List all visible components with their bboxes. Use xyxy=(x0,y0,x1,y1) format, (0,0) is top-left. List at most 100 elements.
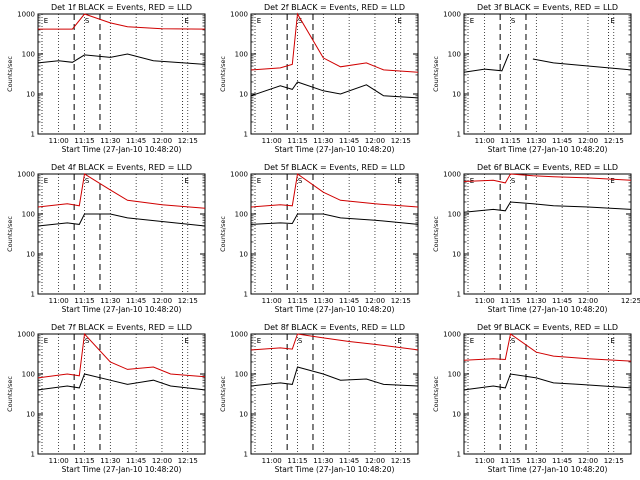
x-tick-label: 11:45 xyxy=(126,297,146,305)
x-axis-label: Start Time (27-Jan-10 10:48:20) xyxy=(62,465,182,474)
y-tick-label: 10 xyxy=(239,91,248,99)
detector-panel-8: Det 8f BLACK = Events, RED = LLD 1 10 100 10… xyxy=(213,320,426,480)
y-tick-label: 1 xyxy=(244,291,248,299)
panel-title: Det 7f BLACK = Events, RED = LLD xyxy=(51,323,192,332)
detector-panel-9: Det 9f BLACK = Events, RED = LLD 1 10 100 10… xyxy=(426,320,639,480)
y-tick-label: 1000 xyxy=(17,171,35,179)
detector-chart-7: Det 7f BLACK = Events, RED = LLD 1 10 100 10… xyxy=(6,323,206,474)
detector-chart-5: Det 5f BLACK = Events, RED = LLD 1 10 100 10… xyxy=(219,163,419,314)
panel-title: Det 8f BLACK = Events, RED = LLD xyxy=(264,323,405,332)
x-axis-label: Start Time (27-Jan-10 10:48:20) xyxy=(488,305,608,314)
y-axis-label: Counts/sec xyxy=(432,56,440,92)
x-tick-label: 12:00 xyxy=(578,297,598,305)
series-line-events xyxy=(250,81,419,99)
plot-frame xyxy=(37,333,206,455)
panel-title: Det 1f BLACK = Events, RED = LLD xyxy=(51,3,192,12)
y-tick-label: 100 xyxy=(235,371,248,379)
x-tick-label: 11:30 xyxy=(100,137,120,145)
x-tick-label: 12:00 xyxy=(152,297,172,305)
y-tick-label: 1 xyxy=(31,291,35,299)
series-line-lld xyxy=(250,173,419,208)
series-line-lld xyxy=(250,12,419,73)
y-tick-label: 10 xyxy=(239,251,248,259)
x-tick-label: 12:15 xyxy=(391,457,411,465)
x-tick-label: 11:15 xyxy=(500,297,520,305)
marker-label: E xyxy=(610,337,614,345)
y-tick-label: 100 xyxy=(235,51,248,59)
marker-label: E xyxy=(397,17,401,25)
panel-title: Det 5f BLACK = Events, RED = LLD xyxy=(264,163,405,172)
x-tick-label: 11:30 xyxy=(313,457,333,465)
detector-chart-8: Det 8f BLACK = Events, RED = LLD 1 10 100 10… xyxy=(219,323,419,474)
x-tick-label: 11:30 xyxy=(526,297,546,305)
y-tick-label: 10 xyxy=(452,91,461,99)
x-tick-label: 11:15 xyxy=(287,137,307,145)
x-tick-label: 11:00 xyxy=(475,137,495,145)
y-tick-label: 1000 xyxy=(443,331,461,339)
x-tick-label: 11:00 xyxy=(262,137,282,145)
x-tick-label: 11:15 xyxy=(74,457,94,465)
series-line-lld xyxy=(463,333,632,362)
x-tick-label: 11:00 xyxy=(49,297,69,305)
x-tick-label: 12:00 xyxy=(365,297,385,305)
x-axis-label: Start Time (27-Jan-10 10:48:20) xyxy=(275,145,395,154)
x-tick-label: 11:30 xyxy=(100,297,120,305)
x-tick-label: 12:00 xyxy=(578,457,598,465)
x-tick-label: 12:15 xyxy=(178,137,198,145)
y-tick-label: 10 xyxy=(239,411,248,419)
series-line-events xyxy=(250,366,419,387)
marker-label: E xyxy=(44,17,48,25)
x-tick-label: 11:15 xyxy=(74,297,94,305)
series-line-lld xyxy=(38,13,206,30)
panel-title: Det 4f BLACK = Events, RED = LLD xyxy=(51,163,192,172)
y-tick-label: 10 xyxy=(26,251,35,259)
x-tick-label: 11:00 xyxy=(475,457,495,465)
x-tick-label: 11:45 xyxy=(339,457,359,465)
y-tick-label: 1000 xyxy=(230,331,248,339)
plot-frame xyxy=(37,13,206,135)
detector-panel-3: Det 3f BLACK = Events, RED = LLD 1 10 100 10… xyxy=(426,0,639,160)
x-tick-label: 11:45 xyxy=(126,137,146,145)
detector-panel-1: Det 1f BLACK = Events, RED = LLD 1 10 100 10… xyxy=(0,0,213,160)
x-tick-label: 12:15 xyxy=(604,457,624,465)
series-line-events xyxy=(463,373,632,391)
marker-label: E xyxy=(44,337,48,345)
x-tick-label: 12:15 xyxy=(178,457,198,465)
panel-title: Det 6f BLACK = Events, RED = LLD xyxy=(477,163,618,172)
x-axis-label: Start Time (27-Jan-10 10:48:20) xyxy=(275,305,395,314)
plot-frame xyxy=(463,333,632,455)
y-tick-label: 10 xyxy=(26,91,35,99)
x-tick-label: 11:45 xyxy=(552,297,572,305)
x-tick-label: 12:00 xyxy=(152,457,172,465)
x-tick-label: 12:15 xyxy=(391,297,411,305)
x-tick-label: 11:45 xyxy=(126,457,146,465)
y-axis-label: Counts/sec xyxy=(6,216,14,252)
detector-chart-6: Det 6f BLACK = Events, RED = LLD 1 10 100 10… xyxy=(432,163,640,314)
y-axis-label: Counts/sec xyxy=(219,56,227,92)
series-line-events xyxy=(463,53,510,73)
y-tick-label: 1000 xyxy=(230,171,248,179)
y-axis-label: Counts/sec xyxy=(6,56,14,92)
detector-chart-2: Det 2f BLACK = Events, RED = LLD 1 10 100 10… xyxy=(219,3,419,154)
x-tick-label: 11:00 xyxy=(475,297,495,305)
y-tick-label: 1 xyxy=(244,451,248,459)
x-tick-label: 12:00 xyxy=(365,137,385,145)
x-tick-label: 11:45 xyxy=(339,137,359,145)
marker-label: S xyxy=(85,177,90,185)
marker-label: E xyxy=(184,337,188,345)
marker-label: E xyxy=(397,177,401,185)
detector-panel-2: Det 2f BLACK = Events, RED = LLD 1 10 100 10… xyxy=(213,0,426,160)
plot-frame xyxy=(250,333,419,455)
y-axis-label: Counts/sec xyxy=(6,376,14,412)
x-axis-label: Start Time (27-Jan-10 10:48:20) xyxy=(62,305,182,314)
x-tick-label: 11:45 xyxy=(339,297,359,305)
y-tick-label: 1 xyxy=(31,131,35,139)
marker-label: E xyxy=(184,17,188,25)
series-line-events xyxy=(37,213,206,227)
x-tick-label: 11:00 xyxy=(49,137,69,145)
detector-chart-3: Det 3f BLACK = Events, RED = LLD 1 10 100 10… xyxy=(432,3,632,154)
x-axis-label: Start Time (27-Jan-10 10:48:20) xyxy=(275,465,395,474)
marker-label: E xyxy=(470,337,474,345)
marker-label: S xyxy=(298,177,303,185)
